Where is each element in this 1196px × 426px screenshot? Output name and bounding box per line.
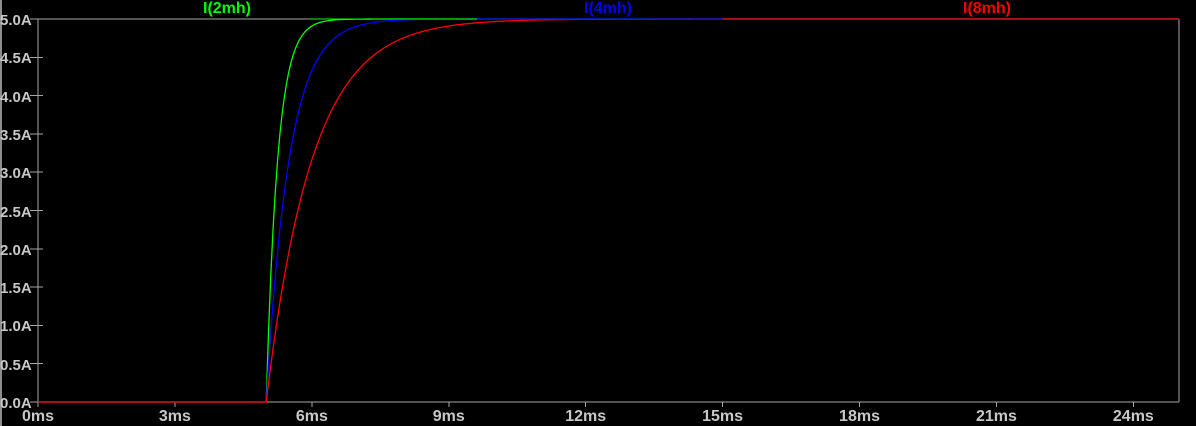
window-left-edge — [0, 0, 2, 426]
trace-i8mh — [38, 18, 1179, 403]
y-tick-label: 3.0A — [0, 165, 32, 183]
y-tick-label: 5.0A — [0, 12, 32, 29]
x-tick-label: 21ms — [975, 408, 1017, 425]
y-tick-label: 2.5A — [0, 203, 32, 221]
x-tick-label: 6ms — [295, 408, 328, 425]
y-tick-label: 0.0A — [0, 395, 32, 412]
legend-label-i2mh[interactable]: I(2mh) — [203, 0, 251, 17]
y-tick-label: 4.0A — [0, 88, 32, 106]
x-tick-label: 9ms — [432, 408, 465, 425]
trace-i4mh — [38, 18, 1179, 403]
x-tick-label: 3ms — [158, 408, 191, 425]
y-tick-label: 1.5A — [0, 280, 32, 298]
x-tick-label: 12ms — [565, 408, 607, 425]
trace-i2mh — [38, 18, 1179, 403]
x-tick-label: 24ms — [1112, 408, 1154, 425]
x-tick-label: 18ms — [839, 408, 880, 425]
x-tick-label: 15ms — [702, 408, 744, 425]
y-tick-label: 2.0A — [0, 241, 32, 259]
y-tick-label: 1.0A — [0, 318, 32, 336]
y-tick-label: 4.5A — [0, 50, 32, 68]
x-tick-label: 0ms — [21, 408, 55, 425]
legend-label-i4mh[interactable]: I(4mh) — [584, 0, 632, 17]
y-tick-label: 0.5A — [0, 356, 32, 374]
y-tick-label: 3.5A — [0, 126, 32, 144]
legend-label-i8mh[interactable]: I(8mh) — [963, 0, 1011, 17]
